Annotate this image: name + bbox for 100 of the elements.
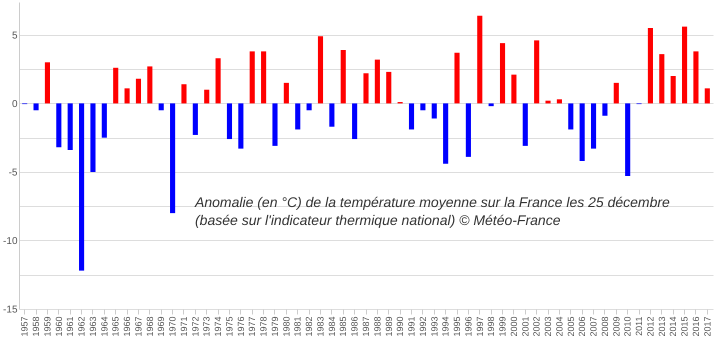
bar: [374, 60, 380, 104]
x-tick-label: 1997: [474, 316, 485, 337]
x-tick-label: 1958: [31, 316, 42, 337]
bar: [226, 103, 232, 140]
x-tick-label: 2005: [566, 316, 576, 337]
x-tick-label: 2017: [702, 316, 712, 337]
bar: [329, 103, 334, 127]
bar: [408, 103, 414, 130]
bar: [386, 72, 392, 104]
x-tick-label: 1970: [168, 316, 178, 337]
x-tick-label: 1961: [65, 316, 76, 337]
x-tick-label: 1980: [281, 316, 292, 337]
x-tick-label: 1965: [110, 316, 121, 337]
bar: [545, 100, 551, 104]
bar: [68, 103, 73, 150]
bar: [204, 90, 210, 104]
y-tick-label: -15: [3, 304, 18, 316]
x-tick-label: 1982: [304, 316, 314, 337]
x-tick-label: 2010: [622, 316, 633, 337]
x-tick-label: 2016: [690, 316, 701, 337]
bar: [522, 103, 528, 146]
bar: [192, 103, 198, 135]
bar: [648, 28, 653, 104]
bar: [295, 103, 300, 130]
bar: [432, 103, 437, 118]
x-tick-label: 1992: [418, 316, 428, 337]
x-tick-label: 1994: [440, 316, 451, 337]
bar: [261, 51, 266, 104]
bar: [216, 58, 221, 104]
x-tick-label: 1979: [270, 316, 280, 337]
bar: [136, 78, 142, 104]
x-tick-label: 1985: [338, 316, 348, 337]
bar: [34, 103, 39, 110]
bar: [306, 103, 312, 110]
x-tick-label: 1972: [190, 316, 200, 337]
x-tick-label: 1991: [406, 316, 417, 337]
bar: [443, 103, 448, 164]
x-tick-label: 1977: [247, 316, 258, 337]
x-tick-label: 1969: [156, 316, 166, 337]
bar: [454, 52, 460, 104]
bar: [466, 103, 471, 157]
x-tick-label: 1967: [133, 316, 144, 337]
x-tick-label: 1962: [76, 316, 87, 337]
bar: [79, 103, 84, 271]
x-tick-label: 1966: [122, 316, 132, 337]
x-tick-label: 1999: [498, 316, 508, 337]
x-tick-label: 1988: [372, 316, 382, 337]
x-tick-label: 1973: [202, 316, 212, 337]
x-tick-label: 1971: [178, 316, 189, 337]
bar: [602, 103, 608, 116]
x-tick-label: 2006: [577, 316, 588, 337]
bar: [158, 103, 164, 110]
bar: [477, 16, 482, 104]
x-tick-label: 1993: [429, 316, 440, 337]
bar: [693, 51, 698, 104]
x-tick-label: 2012: [645, 316, 656, 337]
x-tick-label: 1964: [99, 316, 110, 337]
bar: [363, 73, 369, 104]
bar: [670, 76, 676, 104]
bar: [124, 88, 130, 104]
bar: [113, 68, 118, 104]
x-tick-label: 1960: [54, 316, 64, 337]
x-tick-label: 1990: [395, 316, 406, 337]
x-tick-label: 1963: [88, 316, 98, 337]
annotation: Anomalie (en °C) de la température moyenne sur la France les 25 décembre: [194, 194, 670, 210]
bar: [44, 62, 50, 104]
x-tick-label: 2004: [554, 316, 564, 337]
bar: [659, 54, 664, 104]
annotation: (basée sur l'indicateur thermique national) © Météo-France: [195, 212, 561, 228]
bar: [625, 103, 630, 176]
x-tick-label: 1959: [42, 316, 52, 337]
x-tick-label: 2002: [532, 316, 542, 337]
bar: [318, 36, 324, 104]
x-tick-label: 1987: [361, 316, 371, 337]
bar: [147, 66, 152, 104]
x-tick-label: 2015: [680, 316, 690, 337]
bar: [682, 26, 688, 104]
x-tick-label: 1983: [315, 316, 326, 337]
x-tick-label: 2003: [543, 316, 554, 337]
x-tick-label: 1984: [326, 316, 337, 337]
x-tick-label: 1981: [292, 316, 303, 337]
bar: [250, 51, 255, 104]
bar: [284, 82, 289, 104]
bar: [238, 103, 244, 149]
x-tick-label: 2000: [508, 316, 519, 337]
x-tick-label: 1957: [20, 316, 30, 337]
bar: [614, 82, 619, 104]
x-tick-label: 2001: [520, 316, 530, 337]
bar: [511, 74, 516, 104]
bar: [102, 103, 107, 138]
bar: [534, 40, 540, 104]
x-tick-label: 1986: [350, 316, 360, 337]
x-tick-label: 2007: [588, 316, 599, 337]
y-tick-label: -10: [3, 236, 18, 247]
bar: [704, 88, 710, 104]
x-tick-label: 1976: [236, 316, 246, 337]
bar: [590, 103, 596, 149]
x-tick-label: 2008: [600, 316, 610, 337]
x-tick-label: 1996: [463, 316, 474, 337]
x-tick-label: 1989: [384, 316, 394, 337]
